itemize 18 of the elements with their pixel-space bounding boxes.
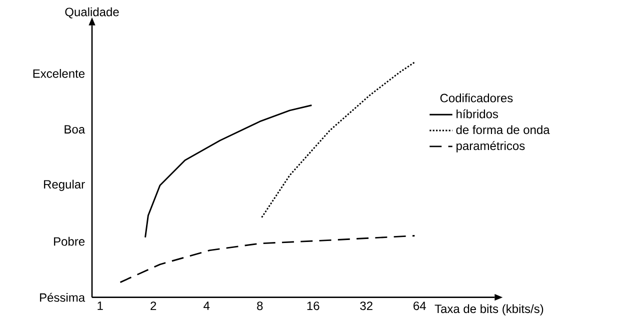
legend-label: paramétricos [456,141,525,152]
legend-label: de forma de onda [456,125,550,134]
x-tick-label: 8 [257,302,263,310]
legend-label: híbridos [456,109,498,118]
x-axis-title: Taxa de bits (kbits/s) [434,304,544,316]
x-tick-label: 16 [307,302,320,310]
text: Boa [64,125,86,134]
x-tick-label: 1 [98,302,103,310]
y-axis-title: Qualidade [65,7,119,18]
x-tick-label: 32 [360,302,372,310]
legend-title: Codificadores [440,93,513,102]
x-tick-label: 4 [204,302,210,310]
x-tick-label: 64 [414,302,426,310]
x-tick-label: 2 [150,302,156,310]
text: Excelente [33,69,85,78]
text: Péssima [40,292,86,302]
text: Pobre [54,236,85,246]
text: Regular [44,180,85,191]
